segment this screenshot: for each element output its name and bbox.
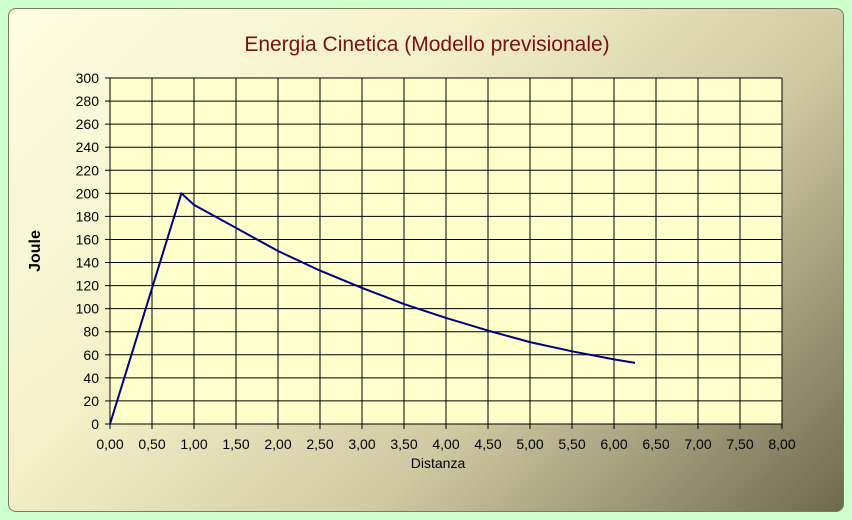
x-tick-label: 1,50 (222, 436, 249, 452)
y-tick-label: 180 (76, 208, 100, 224)
y-tick-label: 160 (76, 231, 100, 247)
x-axis-label: Distanza (410, 455, 466, 471)
y-tick-label: 220 (76, 162, 100, 178)
y-tick-label: 140 (76, 255, 100, 271)
y-tick-label: 20 (83, 393, 99, 409)
y-tick-label: 0 (91, 416, 99, 432)
y-tick-label: 120 (76, 278, 100, 294)
x-tick-label: 7,50 (726, 436, 753, 452)
x-tick-label: 1,00 (180, 436, 207, 452)
y-tick-label: 60 (83, 347, 99, 363)
y-axis-label: Joule (27, 230, 44, 272)
grid-lines (105, 77, 783, 429)
y-tick-label: 40 (83, 370, 99, 386)
x-tick-label: 4,00 (432, 436, 459, 452)
x-tick-label: 0,50 (138, 436, 165, 452)
x-tick-label: 3,50 (390, 436, 417, 452)
y-tick-label: 80 (83, 324, 99, 340)
y-tick-label: 200 (76, 185, 100, 201)
y-tick-label: 260 (76, 116, 100, 132)
y-tick-label: 300 (76, 70, 100, 86)
y-tick-labels: 0 20 40 60 80 100 120 140 160 180 200 220 240 260 280 3… (76, 70, 100, 432)
y-tick-label: 100 (76, 301, 100, 317)
series-line (109, 192, 636, 425)
x-tick-label: 8,00 (768, 436, 795, 452)
x-tick-label: 4,50 (474, 436, 501, 452)
x-tick-label: 6,50 (642, 436, 669, 452)
y-tick-label: 240 (76, 139, 100, 155)
series-lines (109, 192, 636, 425)
x-tick-label: 2,50 (306, 436, 333, 452)
y-tick-label: 280 (76, 93, 100, 109)
x-tick-label: 3,00 (348, 436, 375, 452)
x-tick-label: 2,00 (264, 436, 291, 452)
x-tick-label: 0,00 (96, 436, 123, 452)
x-tick-label: 7,00 (684, 436, 711, 452)
x-tick-label: 6,00 (600, 436, 627, 452)
chart-title: Energia Cinetica (Modello previsionale) (244, 33, 610, 56)
x-tick-labels: 0,00 0,50 1,00 1,50 2,00 2,50 3,00 3,50 4,00 4,50… (96, 436, 795, 452)
x-tick-label: 5,50 (558, 436, 585, 452)
x-tick-label: 5,00 (516, 436, 543, 452)
